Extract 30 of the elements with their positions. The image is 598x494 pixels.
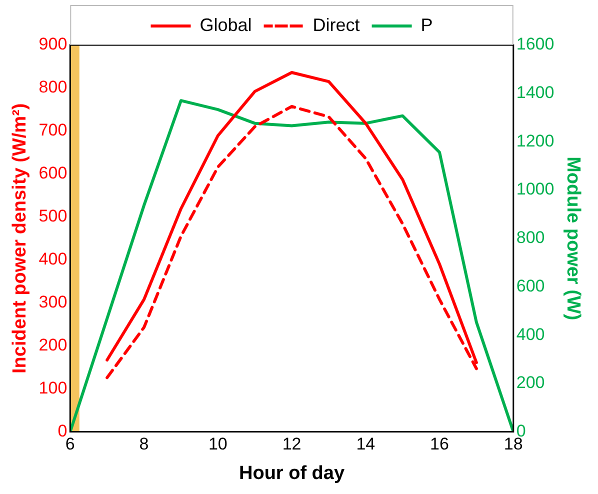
y2-tick-label: 200	[516, 373, 545, 392]
x-tick-label: 12	[282, 434, 302, 454]
y-axis-title: Incident power density (W/m²)	[10, 103, 31, 374]
y2-axis-title: Module power (W)	[562, 156, 584, 320]
y-tick-label: 600	[38, 164, 68, 183]
y2-tick-label: 1400	[516, 83, 554, 102]
y-tick-label: 900	[38, 34, 68, 54]
legend-label: Direct	[312, 14, 360, 35]
y-tick-label: 500	[38, 206, 68, 226]
y-tick-label: 400	[38, 250, 68, 269]
legend-label: P	[420, 14, 433, 35]
y-tick-label: 800	[38, 78, 68, 97]
y2-tick-label: 1600	[516, 34, 554, 54]
y2-tick-label: 800	[516, 228, 545, 248]
legend-label: Global	[200, 14, 252, 35]
y2-tick-label: 600	[516, 276, 545, 296]
y-tick-label: 700	[38, 120, 68, 140]
x-tick-label: 14	[356, 434, 376, 454]
y2-tick-label: 1200	[516, 131, 554, 150]
x-tick-label: 16	[430, 434, 449, 454]
x-tick-label: 6	[65, 434, 75, 454]
y-tick-label: 0	[58, 421, 68, 440]
y2-tick-label: 400	[516, 324, 545, 344]
x-tick-label: 8	[139, 434, 149, 454]
x-tick-label: 10	[208, 434, 228, 454]
y-tick-label: 300	[38, 292, 68, 312]
x-axis-title: Hour of day	[238, 462, 345, 484]
y-tick-label: 100	[38, 378, 68, 398]
y-tick-label: 200	[38, 336, 68, 355]
y2-tick-label: 1000	[516, 180, 554, 199]
